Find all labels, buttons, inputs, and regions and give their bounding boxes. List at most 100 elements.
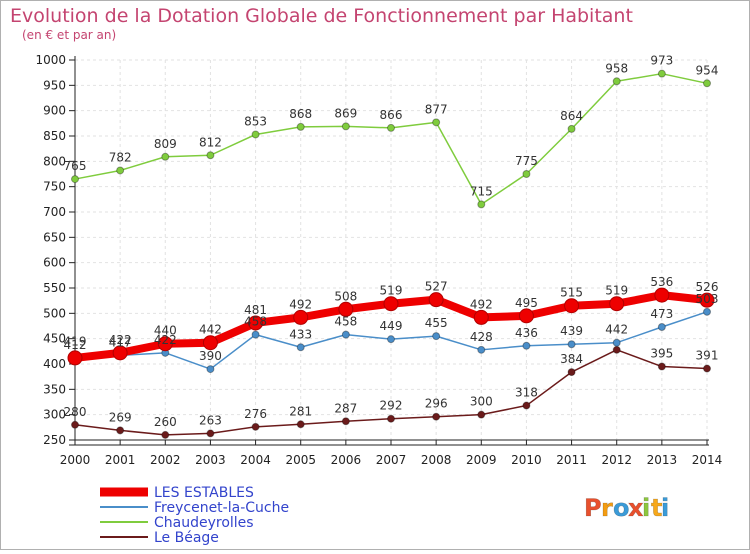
data-point — [161, 152, 170, 161]
x-tick-label: 2004 — [240, 453, 271, 467]
data-point — [654, 287, 670, 303]
x-tick-label: 2009 — [466, 453, 497, 467]
x-tick-label: 2006 — [331, 453, 362, 467]
data-label: 428 — [470, 330, 493, 344]
data-point — [71, 420, 79, 429]
data-point — [387, 123, 395, 132]
data-label: 384 — [560, 352, 583, 366]
data-label: 481 — [244, 303, 267, 317]
data-label: 853 — [244, 114, 267, 128]
data-label: 395 — [650, 347, 673, 361]
data-label: 877 — [425, 102, 448, 116]
data-point — [341, 330, 350, 339]
data-point — [657, 323, 666, 332]
y-tick-label: 250 — [43, 433, 66, 447]
data-label: 390 — [199, 349, 222, 363]
logo-letter: P — [584, 494, 602, 522]
y-tick-label: 400 — [43, 357, 66, 371]
data-label: 292 — [380, 399, 403, 413]
x-tick-label: 2005 — [285, 453, 316, 467]
data-point — [567, 124, 576, 133]
data-point — [387, 335, 395, 344]
data-label: 812 — [199, 135, 222, 149]
data-label: 495 — [515, 296, 538, 310]
data-label: 782 — [109, 150, 132, 164]
data-point — [522, 341, 531, 350]
axis-layer: 250 300 350 400 450 500 550 600 650 700 750 800 850 9… — [35, 53, 722, 467]
x-tick-label: 2012 — [601, 453, 632, 467]
y-tick-label: 600 — [43, 256, 66, 270]
data-point — [161, 430, 170, 439]
data-label: 269 — [109, 410, 132, 424]
data-label: 260 — [154, 415, 177, 429]
data-label: 973 — [650, 54, 673, 68]
data-label: 280 — [64, 405, 87, 419]
data-label: 473 — [650, 307, 673, 321]
data-point — [116, 166, 125, 175]
y-tick-label: 900 — [43, 104, 66, 118]
data-point — [251, 330, 260, 339]
y-tick-label: 350 — [43, 382, 66, 396]
data-point — [202, 335, 218, 351]
data-point — [206, 429, 215, 438]
data-point — [518, 308, 534, 324]
data-label: 440 — [154, 324, 177, 338]
data-point — [703, 307, 711, 316]
data-label: 296 — [425, 397, 448, 411]
data-label: 422 — [154, 333, 177, 347]
logo-letter: o — [613, 494, 630, 522]
y-tick-label: 1000 — [35, 53, 66, 67]
data-point — [296, 122, 305, 131]
data-point — [567, 340, 576, 349]
data-label: 276 — [244, 407, 267, 421]
data-point — [248, 315, 264, 331]
data-point — [432, 412, 441, 421]
x-tick-label: 2003 — [195, 453, 226, 467]
data-label: 436 — [515, 326, 538, 340]
x-tick-label: 2011 — [556, 453, 587, 467]
chart-title: Evolution de la Dotation Globale de Fonc… — [10, 5, 633, 27]
data-point — [206, 365, 215, 374]
data-label: 864 — [560, 109, 583, 123]
data-label: 492 — [470, 297, 493, 311]
data-point — [432, 332, 441, 341]
legend-label: Freycenet-la-Cuche — [154, 500, 289, 516]
data-label: 433 — [289, 327, 312, 341]
data-label: 422 — [109, 333, 132, 347]
data-label: 765 — [64, 159, 87, 173]
logo-letter: r — [601, 494, 613, 522]
y-tick-label: 550 — [43, 281, 66, 295]
data-label: 492 — [289, 297, 312, 311]
data-point — [67, 350, 83, 366]
y-tick-label: 950 — [43, 78, 66, 92]
data-label: 281 — [289, 404, 312, 418]
data-label: 503 — [696, 292, 719, 306]
x-tick-label: 2007 — [376, 453, 407, 467]
data-label: 318 — [515, 386, 538, 400]
legend-label: Le Béage — [154, 530, 219, 546]
data-label: 508 — [334, 289, 357, 303]
data-point — [206, 151, 215, 160]
y-tick-label: 300 — [43, 408, 66, 422]
data-point — [564, 298, 580, 314]
logo-letter: x — [628, 494, 644, 522]
series-layer — [67, 69, 715, 439]
chart-subtitle: (en € et par an) — [22, 28, 116, 42]
data-label: 809 — [154, 137, 177, 151]
data-label: 419 — [64, 334, 87, 348]
data-point — [657, 362, 666, 371]
data-point — [387, 414, 395, 423]
data-label: 300 — [470, 395, 493, 409]
data-point — [251, 130, 260, 139]
logo-letter: i — [661, 494, 669, 522]
data-point — [567, 368, 576, 377]
data-point — [703, 79, 711, 88]
x-tick-label: 2013 — [647, 453, 678, 467]
logo-letter: t — [651, 494, 662, 522]
data-point — [703, 364, 711, 373]
data-point — [116, 426, 125, 435]
data-point — [338, 301, 354, 317]
data-label: 442 — [199, 323, 222, 337]
data-label: 519 — [380, 284, 403, 298]
